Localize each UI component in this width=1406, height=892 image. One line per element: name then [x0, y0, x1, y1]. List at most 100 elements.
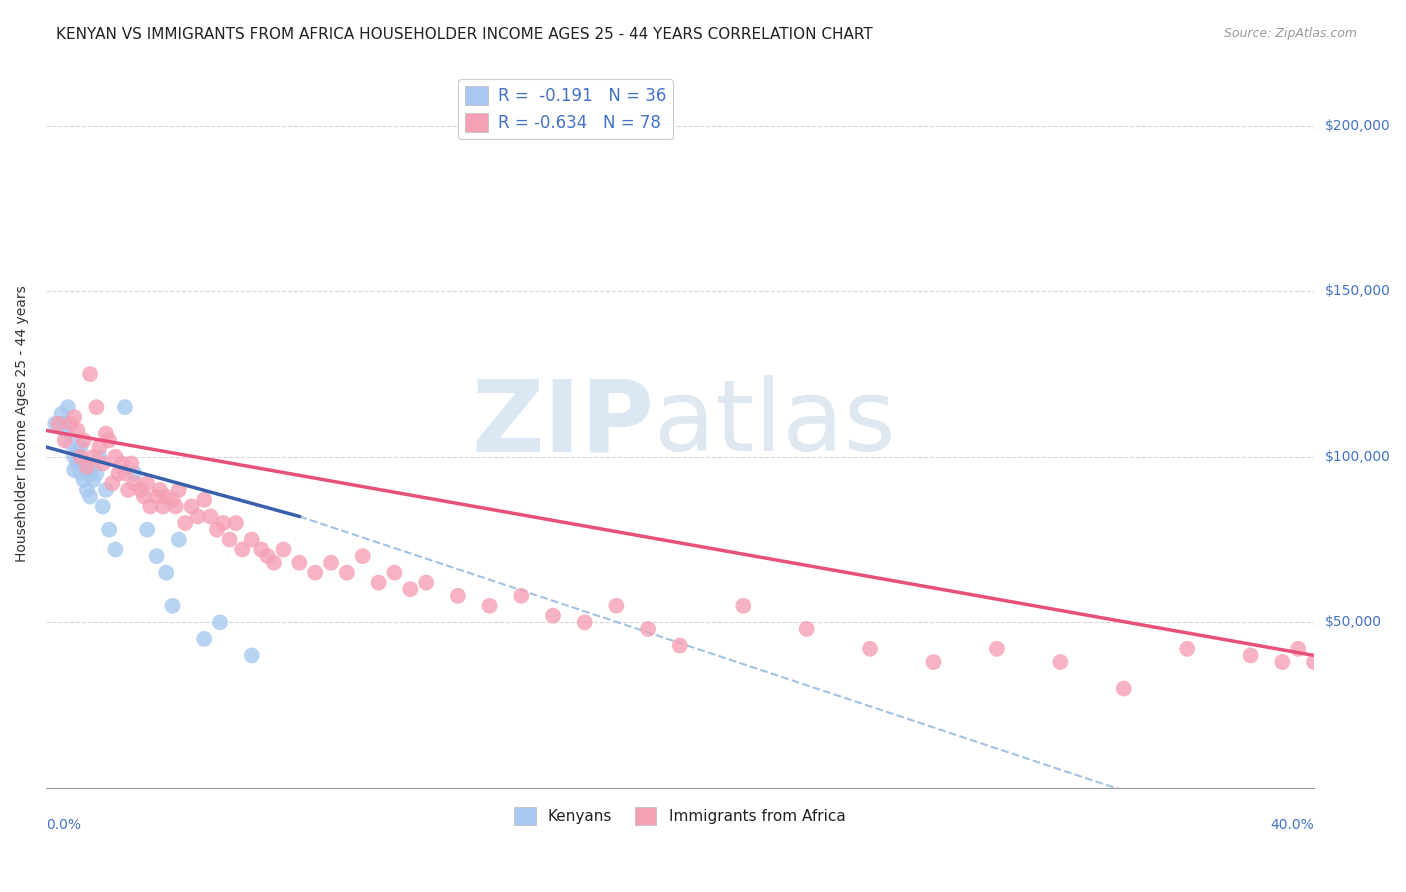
Point — [733, 599, 755, 613]
Point — [415, 575, 437, 590]
Point — [1286, 641, 1309, 656]
Point — [53, 417, 76, 431]
Point — [82, 473, 104, 487]
Point — [60, 436, 83, 450]
Point — [304, 566, 326, 580]
Point — [48, 417, 70, 431]
Point — [60, 417, 83, 431]
Point — [86, 400, 108, 414]
Point — [120, 457, 142, 471]
Point — [1239, 648, 1261, 663]
Point — [367, 575, 389, 590]
Point — [155, 566, 177, 580]
Point — [250, 542, 273, 557]
Point — [53, 434, 76, 448]
Point — [256, 549, 278, 563]
Text: Source: ZipAtlas.com: Source: ZipAtlas.com — [1223, 27, 1357, 40]
Point — [98, 434, 121, 448]
Point — [139, 500, 162, 514]
Point — [82, 459, 104, 474]
Point — [167, 483, 190, 497]
Point — [82, 450, 104, 464]
Point — [231, 542, 253, 557]
Point — [63, 463, 86, 477]
Point — [205, 523, 228, 537]
Point — [187, 509, 209, 524]
Point — [478, 599, 501, 613]
Point — [1175, 641, 1198, 656]
Point — [124, 476, 146, 491]
Point — [162, 599, 184, 613]
Point — [98, 523, 121, 537]
Point — [63, 450, 86, 464]
Point — [225, 516, 247, 530]
Point — [1271, 655, 1294, 669]
Point — [1049, 655, 1071, 669]
Point — [104, 542, 127, 557]
Point — [69, 467, 91, 481]
Point — [145, 490, 167, 504]
Point — [200, 509, 222, 524]
Point — [352, 549, 374, 563]
Point — [399, 582, 422, 597]
Text: ZIP: ZIP — [471, 376, 654, 472]
Point — [796, 622, 818, 636]
Point — [152, 500, 174, 514]
Point — [574, 615, 596, 630]
Point — [212, 516, 235, 530]
Point — [510, 589, 533, 603]
Point — [218, 533, 240, 547]
Point — [94, 483, 117, 497]
Point — [273, 542, 295, 557]
Point — [91, 500, 114, 514]
Point — [240, 533, 263, 547]
Point — [117, 483, 139, 497]
Point — [79, 490, 101, 504]
Point — [240, 648, 263, 663]
Point — [44, 417, 66, 431]
Text: atlas: atlas — [654, 376, 896, 472]
Point — [104, 450, 127, 464]
Point — [73, 457, 96, 471]
Text: $150,000: $150,000 — [1324, 285, 1391, 298]
Point — [145, 549, 167, 563]
Point — [384, 566, 406, 580]
Point — [336, 566, 359, 580]
Point — [69, 440, 91, 454]
Point — [180, 500, 202, 514]
Point — [1303, 655, 1326, 669]
Text: 0.0%: 0.0% — [45, 818, 80, 832]
Point — [922, 655, 945, 669]
Point — [101, 476, 124, 491]
Point — [129, 483, 152, 497]
Point — [56, 400, 79, 414]
Point — [288, 556, 311, 570]
Point — [605, 599, 627, 613]
Text: 40.0%: 40.0% — [1270, 818, 1315, 832]
Text: $50,000: $50,000 — [1324, 615, 1382, 630]
Point — [124, 467, 146, 481]
Point — [136, 523, 159, 537]
Point — [86, 467, 108, 481]
Y-axis label: Householder Income Ages 25 - 44 years: Householder Income Ages 25 - 44 years — [15, 285, 30, 562]
Point — [1112, 681, 1135, 696]
Point — [94, 426, 117, 441]
Point — [76, 483, 98, 497]
Point — [165, 500, 187, 514]
Point — [319, 556, 342, 570]
Point — [63, 410, 86, 425]
Point — [132, 490, 155, 504]
Point — [114, 467, 136, 481]
Point — [66, 457, 89, 471]
Point — [263, 556, 285, 570]
Point — [155, 490, 177, 504]
Point — [76, 459, 98, 474]
Point — [167, 533, 190, 547]
Point — [53, 423, 76, 437]
Point — [79, 467, 101, 481]
Point — [114, 400, 136, 414]
Legend: Kenyans, Immigrants from Africa: Kenyans, Immigrants from Africa — [508, 801, 852, 831]
Point — [136, 476, 159, 491]
Point — [111, 457, 134, 471]
Point — [107, 467, 129, 481]
